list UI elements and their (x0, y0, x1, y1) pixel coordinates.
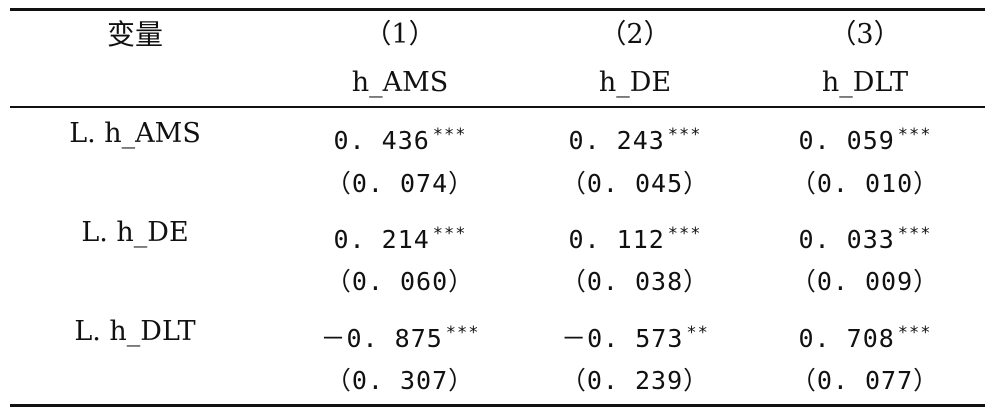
header-column-name: h_DE (598, 67, 672, 98)
standard-error-cell: （0. 009） (790, 267, 940, 296)
coefficient-value: －0. 875 (320, 324, 443, 353)
coefficient-cell: 0. 112 *** (535, 217, 735, 257)
coefficient-value: －0. 573 (561, 324, 684, 353)
coefficient-cell: －0. 875 *** (300, 316, 500, 356)
significance-stars: *** (667, 125, 702, 145)
standard-error-cell: （0. 077） (790, 366, 940, 395)
coefficient-cell: －0. 573 ** (535, 316, 735, 356)
coefficient-cell: 0. 243 *** (535, 118, 735, 158)
standard-error-cell: （0. 010） (790, 169, 940, 198)
table-header-rule (10, 106, 985, 108)
coefficient-value: 0. 214 (333, 225, 430, 254)
coefficient-cell: 0. 033 *** (765, 217, 965, 257)
significance-stars: *** (667, 224, 702, 244)
significance-stars: *** (897, 323, 932, 343)
coefficient-cell: 0. 214 *** (300, 217, 500, 257)
table-bottom-rule (10, 404, 985, 407)
coefficient-value: 0. 708 (798, 324, 895, 353)
header-column-name: h_DLT (821, 67, 909, 98)
coefficient-cell: 0. 059 *** (765, 118, 965, 158)
coefficient-value: 0. 112 (568, 225, 665, 254)
standard-error-cell: （0. 074） (325, 169, 475, 198)
significance-stars: ** (686, 323, 709, 343)
header-variable-label: 变量 (106, 18, 163, 51)
standard-error-cell: （0. 060） (325, 267, 475, 296)
table-top-rule (10, 8, 985, 11)
header-column-number: （3） (829, 19, 901, 50)
significance-stars: *** (897, 224, 932, 244)
coefficient-value: 0. 033 (798, 225, 895, 254)
coefficient-value: 0. 059 (798, 126, 895, 155)
row-label: L. h_AMS (69, 118, 201, 149)
coefficient-cell: 0. 708 *** (765, 316, 965, 356)
significance-stars: *** (432, 224, 467, 244)
header-column-name: h_AMS (351, 67, 449, 98)
row-label: L. h_DE (81, 217, 189, 248)
standard-error-cell: （0. 307） (325, 366, 475, 395)
coefficient-value: 0. 436 (333, 126, 430, 155)
header-column-number: （1） (364, 19, 436, 50)
significance-stars: *** (897, 125, 932, 145)
standard-error-cell: （0. 045） (560, 169, 710, 198)
standard-error-cell: （0. 239） (560, 366, 710, 395)
standard-error-cell: （0. 038） (560, 267, 710, 296)
significance-stars: *** (445, 323, 480, 343)
header-column-number: （2） (599, 19, 671, 50)
row-label: L. h_DLT (74, 316, 196, 347)
significance-stars: *** (432, 125, 467, 145)
coefficient-cell: 0. 436 *** (300, 118, 500, 158)
coefficient-value: 0. 243 (568, 126, 665, 155)
